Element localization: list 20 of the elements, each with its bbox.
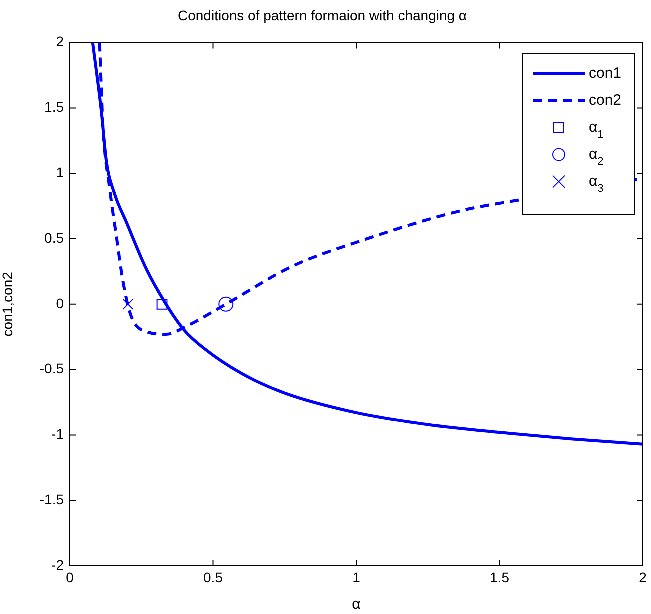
x-axis-title: α bbox=[352, 596, 362, 614]
chart-title: Conditions of pattern formaion with changing α bbox=[178, 7, 468, 24]
y-axis-title: con1,con2 bbox=[0, 272, 16, 337]
line-series bbox=[91, 42, 643, 446]
x-tick-label: 2 bbox=[639, 569, 648, 586]
legend-label: con1 bbox=[589, 64, 622, 82]
x-tick-label: 1.5 bbox=[490, 569, 510, 586]
y-tick-label: 0.5 bbox=[44, 230, 64, 246]
y-tick-label: 2 bbox=[56, 34, 64, 50]
y-tick-label: 1 bbox=[56, 164, 64, 180]
x-tick-label: 1 bbox=[352, 569, 361, 586]
y-tick-label: 0 bbox=[56, 295, 64, 312]
legend-label: con2 bbox=[589, 92, 622, 109]
y-tick-label: -0.5 bbox=[40, 360, 64, 377]
y-tick-label: -2 bbox=[52, 556, 64, 573]
x-tick-label: 0 bbox=[66, 569, 74, 586]
y-tick-label: -1 bbox=[52, 426, 64, 442]
x-tick-label: 0.5 bbox=[204, 569, 224, 586]
y-tick-label: 1.5 bbox=[44, 99, 64, 116]
y-tick-label: -1.5 bbox=[40, 491, 64, 508]
